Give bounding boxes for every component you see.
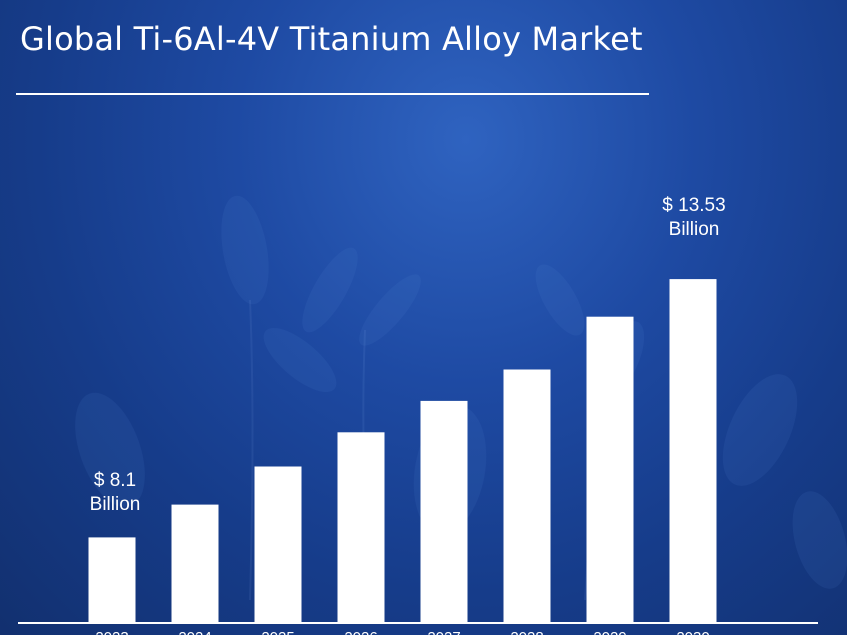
- bar-2023: [88, 537, 136, 623]
- x-tick-label-2026: 2026: [344, 629, 377, 635]
- first-value-amount: $ 8.1: [93, 470, 137, 491]
- bar-2027: [420, 400, 468, 623]
- bar-2026: [337, 432, 385, 623]
- x-tick-label-2030: 2030: [676, 629, 709, 635]
- first-value-unit: Billion: [89, 494, 141, 515]
- x-tick-label-2028: 2028: [510, 629, 543, 635]
- title-underline: [16, 93, 649, 95]
- first-value-annotation: $ 8.1 Billion: [72, 469, 158, 517]
- bar-2030: [669, 279, 717, 623]
- last-value-amount: $ 13.53: [662, 195, 726, 216]
- last-value-unit: Billion: [668, 219, 720, 240]
- last-value-annotation: $ 13.53 Billion: [648, 194, 740, 242]
- bar-2025: [254, 466, 302, 623]
- x-tick-label-2029: 2029: [593, 629, 626, 635]
- chart-title: Global Ti-6Al-4V Titanium Alloy Market: [20, 20, 643, 58]
- x-tick-label-2024: 2024: [178, 629, 211, 635]
- x-tick-label-2025: 2025: [261, 629, 294, 635]
- bar-2029: [586, 316, 634, 623]
- x-tick-label-2023: 2023: [95, 629, 128, 635]
- bar-2024: [171, 504, 219, 623]
- bar-2028: [503, 369, 551, 623]
- x-tick-label-2027: 2027: [427, 629, 460, 635]
